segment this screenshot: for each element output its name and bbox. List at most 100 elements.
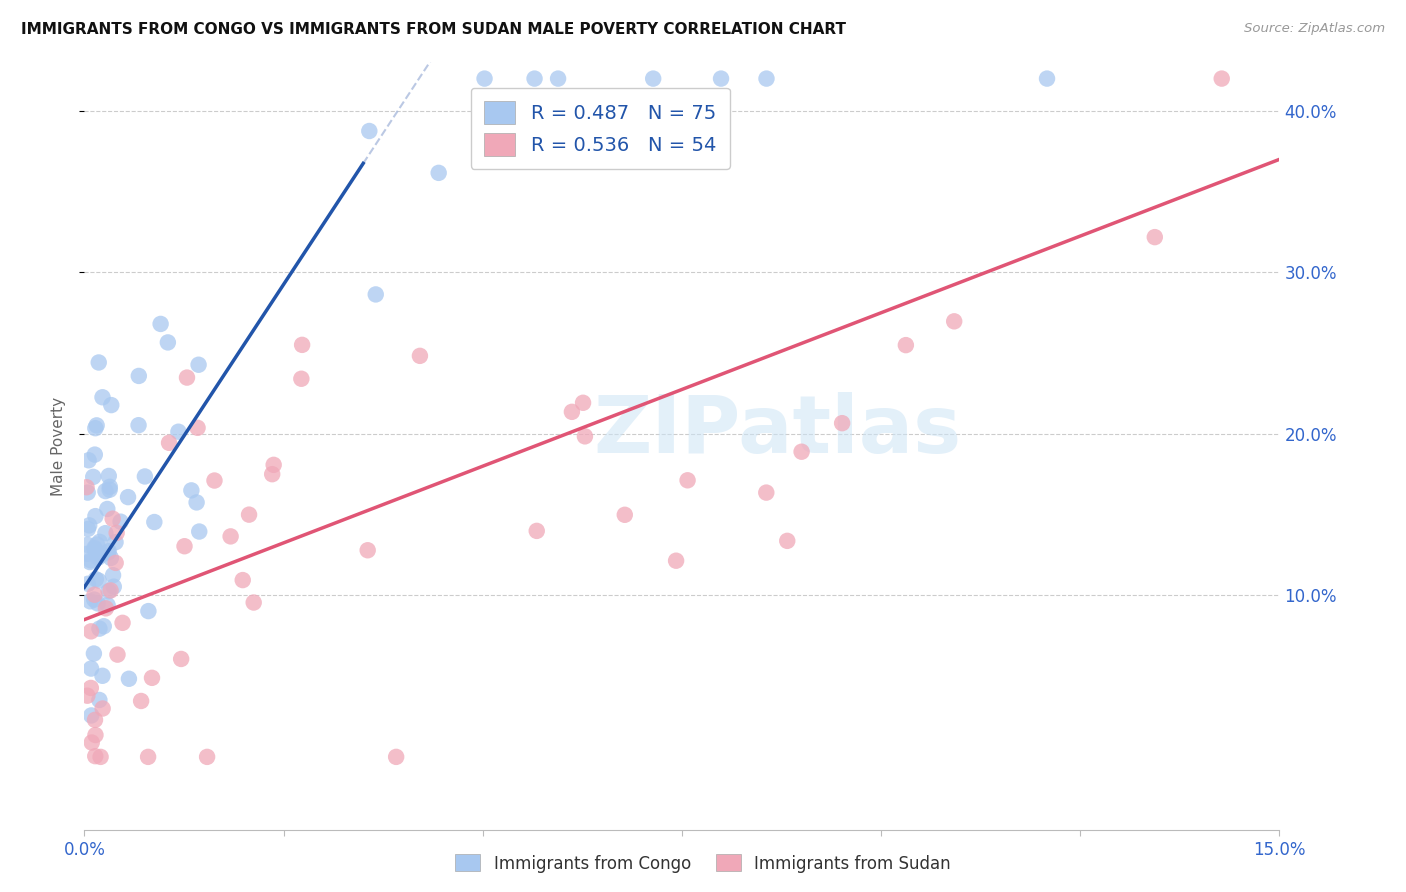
Legend: Immigrants from Congo, Immigrants from Sudan: Immigrants from Congo, Immigrants from S…	[449, 847, 957, 880]
Point	[1036, 71, 1059, 86]
Point	[94, 526, 117, 541]
Point	[80, 681, 103, 695]
Point	[94, 601, 117, 615]
Point	[84, 749, 107, 764]
Point	[526, 524, 548, 538]
Point	[105, 525, 128, 540]
Point	[357, 543, 380, 558]
Point	[103, 580, 125, 594]
Point	[80, 735, 103, 749]
Point	[613, 508, 636, 522]
Point	[90, 750, 112, 764]
Point	[186, 495, 208, 509]
Point	[86, 537, 108, 551]
Point	[79, 553, 101, 567]
Point	[98, 483, 121, 497]
Point	[107, 648, 129, 662]
Point	[187, 421, 209, 435]
Point	[572, 396, 595, 410]
Point	[111, 615, 134, 630]
Point	[136, 750, 159, 764]
Point	[134, 469, 156, 483]
Point	[91, 669, 114, 683]
Point	[84, 509, 107, 524]
Point	[77, 522, 100, 536]
Point	[242, 595, 264, 609]
Point	[97, 545, 120, 559]
Point	[87, 574, 110, 588]
Point	[263, 458, 285, 472]
Point	[80, 624, 103, 639]
Point	[104, 535, 127, 549]
Point	[97, 598, 120, 612]
Point	[262, 467, 284, 482]
Point	[104, 556, 127, 570]
Point	[83, 448, 105, 462]
Point	[157, 435, 180, 450]
Point	[76, 547, 98, 561]
Point	[101, 568, 124, 582]
Point	[188, 524, 211, 539]
Point	[359, 124, 381, 138]
Point	[676, 473, 699, 487]
Point	[84, 713, 107, 727]
Point	[76, 485, 98, 500]
Point	[156, 335, 179, 350]
Point	[77, 576, 100, 591]
Legend: R = 0.487   N = 75, R = 0.536   N = 54: R = 0.487 N = 75, R = 0.536 N = 54	[471, 87, 730, 169]
Point	[290, 372, 312, 386]
Point	[83, 647, 105, 661]
Point	[83, 588, 105, 602]
Point	[238, 508, 260, 522]
Text: IMMIGRANTS FROM CONGO VS IMMIGRANTS FROM SUDAN MALE POVERTY CORRELATION CHART: IMMIGRANTS FROM CONGO VS IMMIGRANTS FROM…	[21, 22, 846, 37]
Point	[76, 480, 98, 494]
Point	[831, 416, 853, 430]
Point	[91, 701, 114, 715]
Point	[80, 662, 103, 676]
Point	[76, 538, 98, 552]
Point	[84, 542, 107, 557]
Point	[79, 555, 101, 569]
Y-axis label: Male Poverty: Male Poverty	[51, 396, 66, 496]
Point	[561, 405, 583, 419]
Point	[77, 518, 100, 533]
Point	[219, 529, 242, 543]
Point	[574, 429, 596, 443]
Point	[89, 622, 111, 636]
Point	[84, 421, 107, 435]
Point	[77, 453, 100, 467]
Point	[117, 490, 139, 504]
Point	[98, 480, 121, 494]
Point	[110, 515, 132, 529]
Point	[86, 596, 108, 610]
Point	[89, 534, 111, 549]
Point	[427, 166, 450, 180]
Point	[894, 338, 917, 352]
Point	[129, 694, 152, 708]
Point	[167, 425, 190, 439]
Point	[141, 671, 163, 685]
Point	[97, 469, 120, 483]
Point	[195, 750, 218, 764]
Point	[291, 338, 314, 352]
Point	[100, 551, 122, 566]
Point	[138, 604, 160, 618]
Text: Source: ZipAtlas.com: Source: ZipAtlas.com	[1244, 22, 1385, 36]
Point	[80, 708, 103, 723]
Point	[97, 544, 120, 558]
Point	[87, 548, 110, 562]
Point	[84, 572, 107, 586]
Point	[409, 349, 432, 363]
Point	[474, 71, 496, 86]
Point	[101, 511, 124, 525]
Point	[547, 71, 569, 86]
Point	[364, 287, 387, 301]
Point	[128, 418, 150, 433]
Point	[96, 502, 118, 516]
Point	[149, 317, 172, 331]
Point	[87, 550, 110, 565]
Point	[84, 728, 107, 742]
Point	[83, 592, 105, 607]
Point	[755, 485, 778, 500]
Point	[170, 652, 193, 666]
